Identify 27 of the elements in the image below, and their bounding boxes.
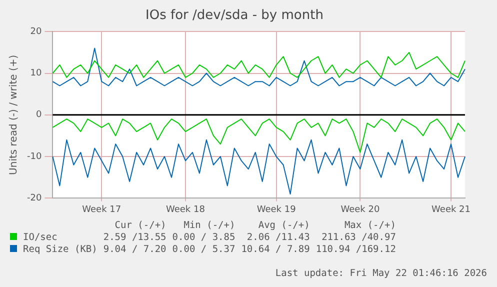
text: Cur (-/+) xyxy=(114,220,168,232)
text: 10.64 / 7.89 xyxy=(241,244,311,256)
y-axis-title: Units read (-) / write (+) xyxy=(8,54,20,175)
legend-label: Req Size (KB) xyxy=(22,244,98,256)
y-tick-label: 10 xyxy=(30,68,42,79)
text: Avg (-/+) xyxy=(257,220,311,232)
x-tick-label: Week 17 xyxy=(82,204,122,215)
text: 9.04 / 7.20 xyxy=(103,244,168,256)
text: 211.63 /40.97 xyxy=(320,232,397,244)
x-tick-label: Week 19 xyxy=(256,204,296,215)
y-tick-label: -10 xyxy=(26,152,42,162)
text: Last update: Fri May 22 01:46:16 2026 xyxy=(275,268,487,279)
x-tick-label: Week 21 xyxy=(432,204,471,215)
y-tick-label: 0 xyxy=(36,110,42,120)
text: 2.59 /13.55 xyxy=(103,232,168,244)
chart-title: IOs for /dev/sda - by month xyxy=(146,8,324,24)
x-tick-label: Week 20 xyxy=(340,204,380,215)
y-tick-label: -20 xyxy=(26,194,42,204)
y-tick-label: 20 xyxy=(30,26,42,37)
text: 0.00 / 5.37 xyxy=(172,244,236,256)
legend-label: IO/sec xyxy=(22,232,58,244)
text: 0.00 / 3.85 xyxy=(172,232,236,244)
x-tick-label: Week 18 xyxy=(166,204,206,215)
text: 110.94 /169.12 xyxy=(316,244,397,256)
text: 2.06 /11.43 xyxy=(246,232,311,244)
text: Max (-/+) xyxy=(343,220,397,232)
text: Min (-/+) xyxy=(182,220,236,232)
